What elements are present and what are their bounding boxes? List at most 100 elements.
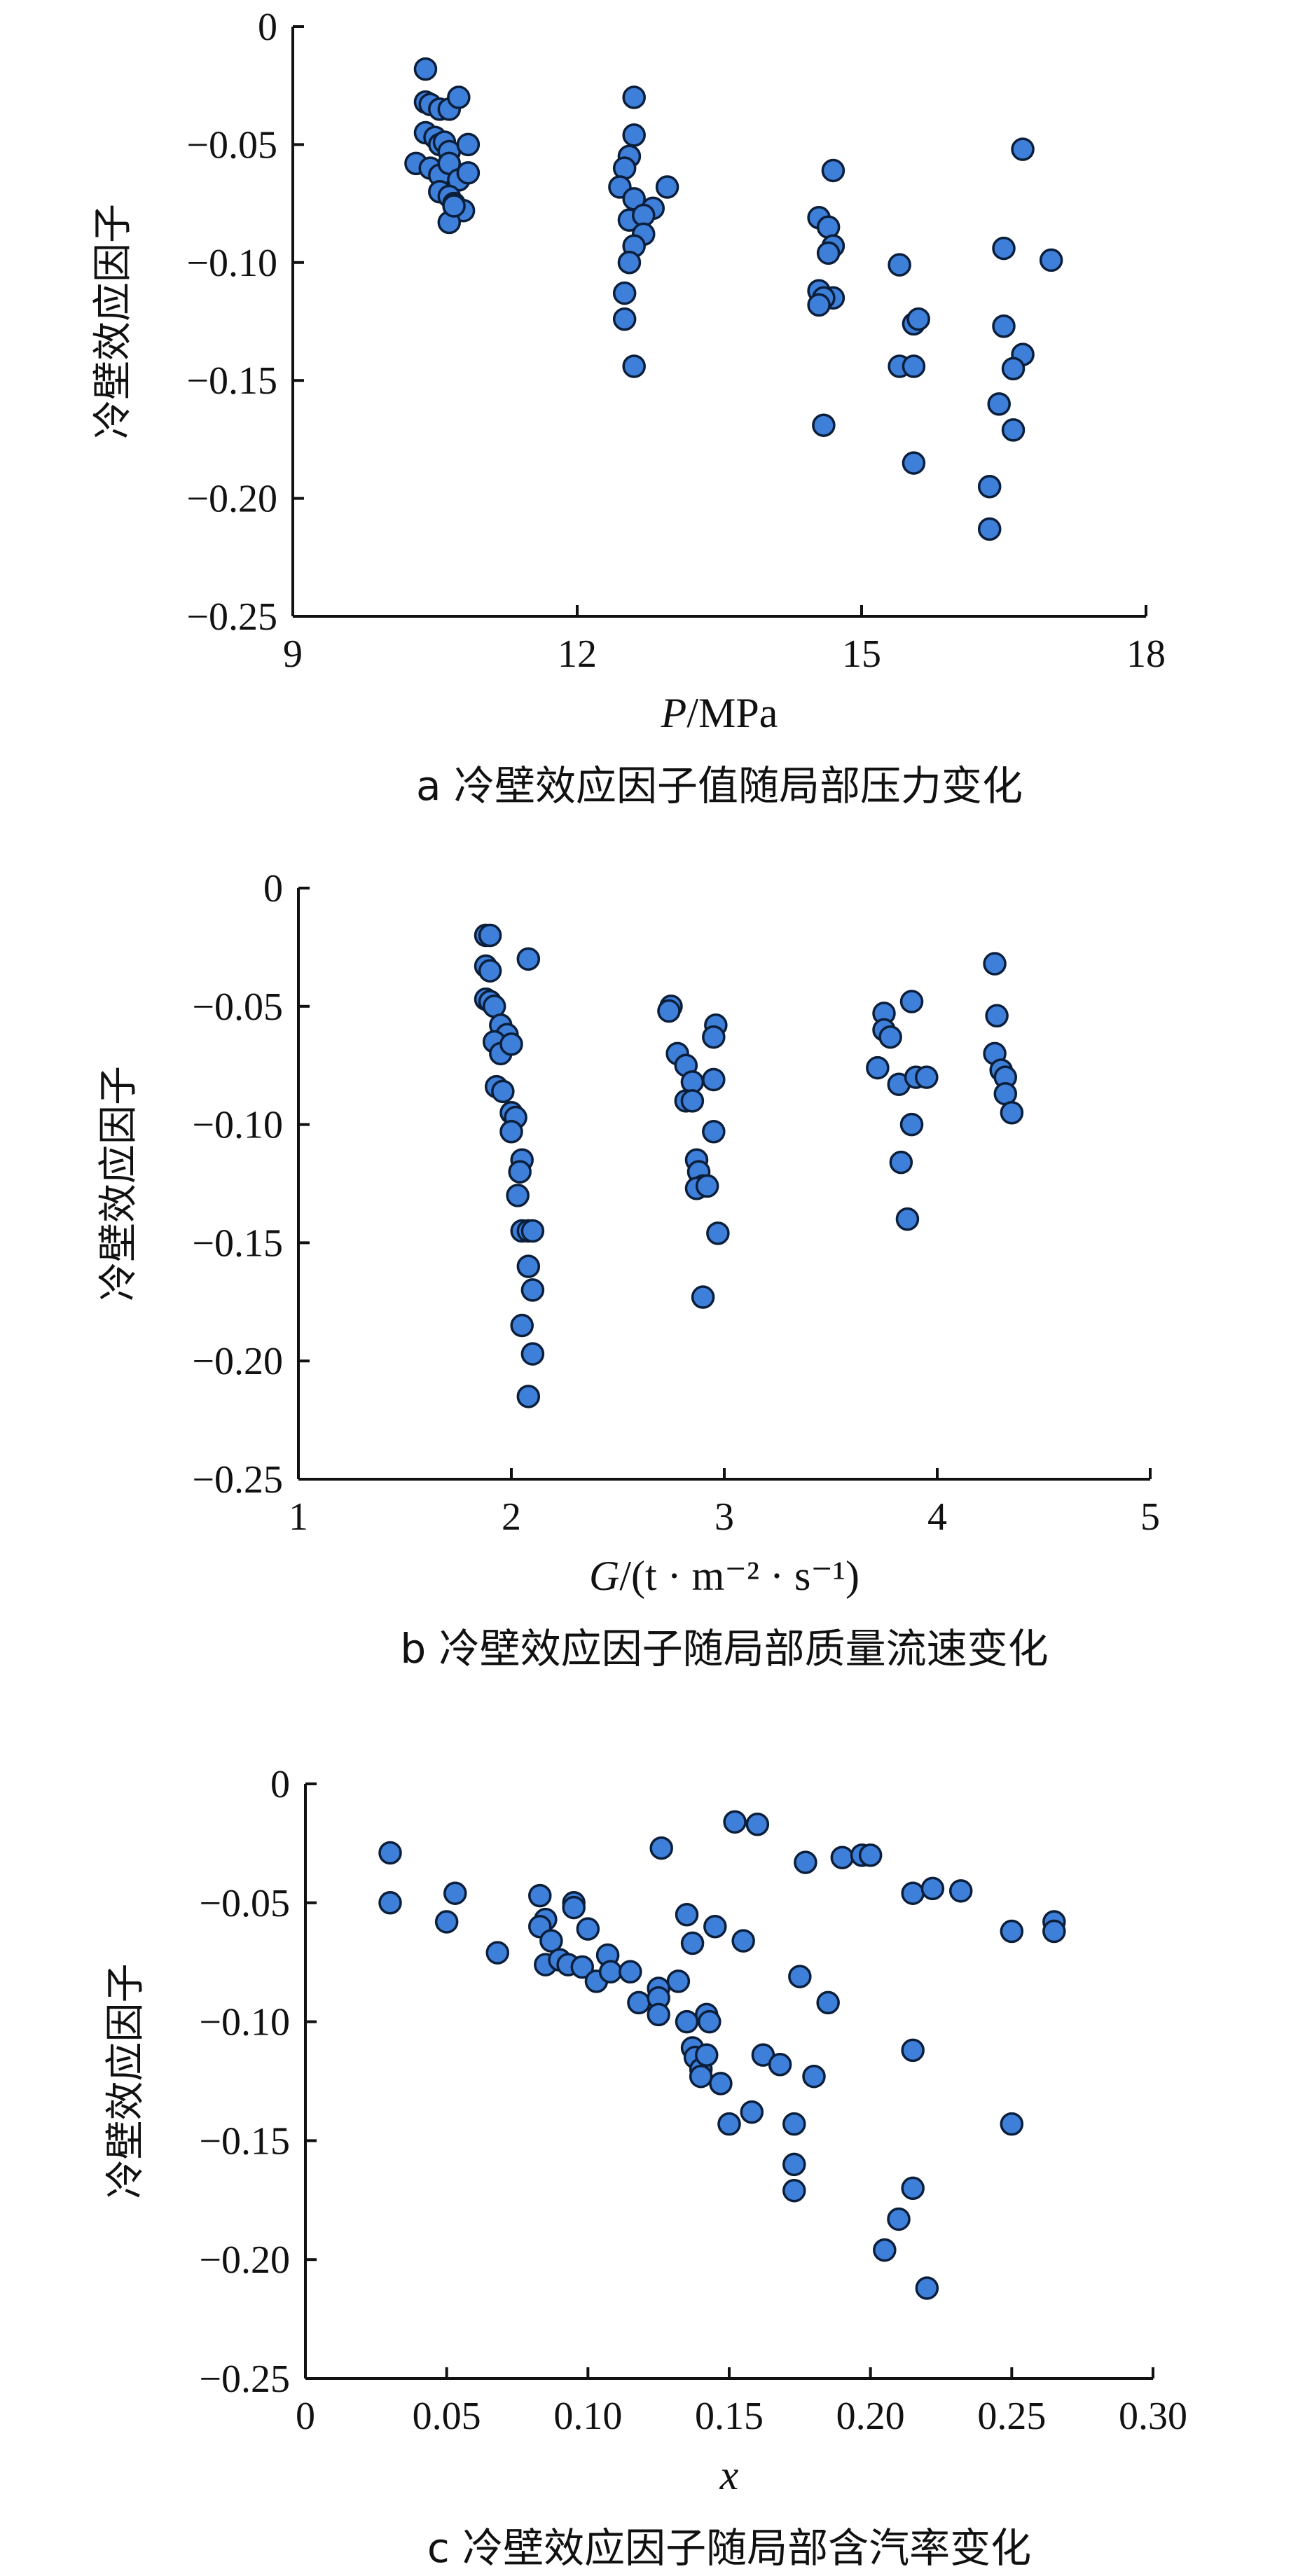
data-point [478, 959, 502, 983]
y-tick-label: −0.10 [192, 1104, 283, 1147]
data-point [977, 517, 1002, 541]
data-point [901, 2038, 925, 2063]
data-point [598, 1960, 623, 1984]
data-point [706, 1221, 730, 1245]
data-point [456, 132, 481, 157]
x-tick-label: 0.30 [1119, 2395, 1187, 2438]
data-point [782, 2112, 806, 2136]
data-point [680, 1089, 705, 1113]
data-point [768, 2052, 792, 2077]
data-point [619, 1960, 642, 1984]
data-point [987, 392, 1011, 416]
y-tick-label: 0 [263, 867, 283, 910]
x-tick-label: 4 [927, 1495, 947, 1539]
data-point [858, 1843, 883, 1867]
data-point [816, 241, 841, 265]
data-point [491, 1079, 515, 1104]
data-point [816, 1990, 840, 2015]
data-point [378, 1841, 402, 1865]
data-point [655, 175, 679, 199]
x-axis-unit: /(t · m⁻² · s⁻¹) [619, 1553, 859, 1599]
data-point [622, 85, 646, 109]
data-point [1042, 1919, 1066, 1944]
data-point [691, 1285, 715, 1309]
data-point [977, 475, 1002, 499]
y-tick-label: −0.25 [192, 1458, 283, 1502]
data-point [915, 1065, 939, 1089]
data-point [516, 1254, 541, 1278]
panel-c-scatter-plot: 0−0.05−0.10−0.15−0.20−0.250 0.05 0.10 0.15 0… [103, 1763, 1187, 2572]
data-point [878, 1025, 902, 1049]
data-point [666, 1969, 691, 1993]
data-point [1000, 1919, 1024, 1944]
data-point [617, 251, 642, 275]
data-point [413, 57, 438, 81]
data-point [745, 1812, 770, 1836]
data-point [485, 1941, 510, 1965]
data-point [901, 1881, 925, 1905]
data-point [906, 307, 930, 331]
data-point [802, 2064, 826, 2089]
data-point [821, 158, 845, 183]
data-point [680, 1931, 705, 1955]
y-tick-label: 0 [270, 1763, 290, 1806]
y-axis-label: 冷壁效应因子 [103, 1964, 149, 2199]
x-tick-label: 12 [558, 632, 597, 676]
y-tick-label: −0.25 [199, 2357, 290, 2401]
data-point [508, 1160, 532, 1184]
data-point [649, 1836, 673, 1860]
data-point [948, 1879, 973, 1903]
data-point [622, 354, 646, 378]
data-point [539, 1929, 563, 1953]
x-tick-label: 3 [714, 1495, 734, 1539]
data-point [1001, 356, 1026, 381]
data-point [807, 293, 831, 317]
data-point [920, 1876, 945, 1901]
data-point [647, 2002, 670, 2027]
y-tick-label: 0 [258, 6, 277, 49]
x-tick-label: 2 [502, 1495, 521, 1539]
data-point [899, 990, 924, 1013]
x-axis-label: G/(t · m⁻² · s⁻¹) [589, 1553, 859, 1599]
data-point [657, 999, 681, 1023]
data-point [612, 156, 637, 180]
data-point [694, 2043, 719, 2067]
x-tick-label: 0.10 [553, 2395, 622, 2438]
data-point [510, 1313, 534, 1338]
data-point [1039, 248, 1063, 272]
x-tick-label: 5 [1140, 1495, 1160, 1539]
y-tick-label: −0.10 [186, 242, 277, 285]
data-point [378, 1891, 402, 1915]
data-point [499, 1119, 523, 1144]
x-axis-label: P/MPa [661, 690, 778, 736]
y-axis-label: 冷壁效应因子 [90, 204, 136, 439]
data-point [902, 451, 926, 475]
data-point [889, 1150, 913, 1175]
data-point [703, 1915, 727, 1939]
y-tick-label: −0.15 [192, 1221, 283, 1265]
data-point [812, 413, 836, 437]
data-point [520, 1278, 545, 1302]
x-tick-label: 0.20 [836, 2395, 905, 2438]
data-point [816, 215, 841, 240]
y-tick-label: −0.25 [186, 595, 277, 639]
data-point [528, 1883, 552, 1908]
y-tick-label: −0.15 [186, 359, 277, 403]
data-point [506, 1184, 530, 1207]
data-point [520, 1219, 545, 1243]
x-axis-variable: x [719, 2452, 739, 2498]
data-point [830, 1846, 855, 1870]
x-axis-variable: P [661, 690, 687, 736]
data-point [740, 2100, 764, 2124]
data-point [873, 2238, 897, 2262]
data-point [612, 307, 637, 331]
data-point [899, 1112, 924, 1137]
y-axis-label: 冷壁效应因子 [96, 1066, 141, 1301]
x-tick-label: 0.25 [977, 2395, 1046, 2438]
y-tick-label: −0.15 [199, 2119, 290, 2163]
data-point [985, 1004, 1009, 1028]
data-point [702, 1025, 726, 1049]
data-point [520, 1342, 545, 1366]
data-point [516, 1385, 541, 1408]
data-point [782, 2178, 806, 2203]
